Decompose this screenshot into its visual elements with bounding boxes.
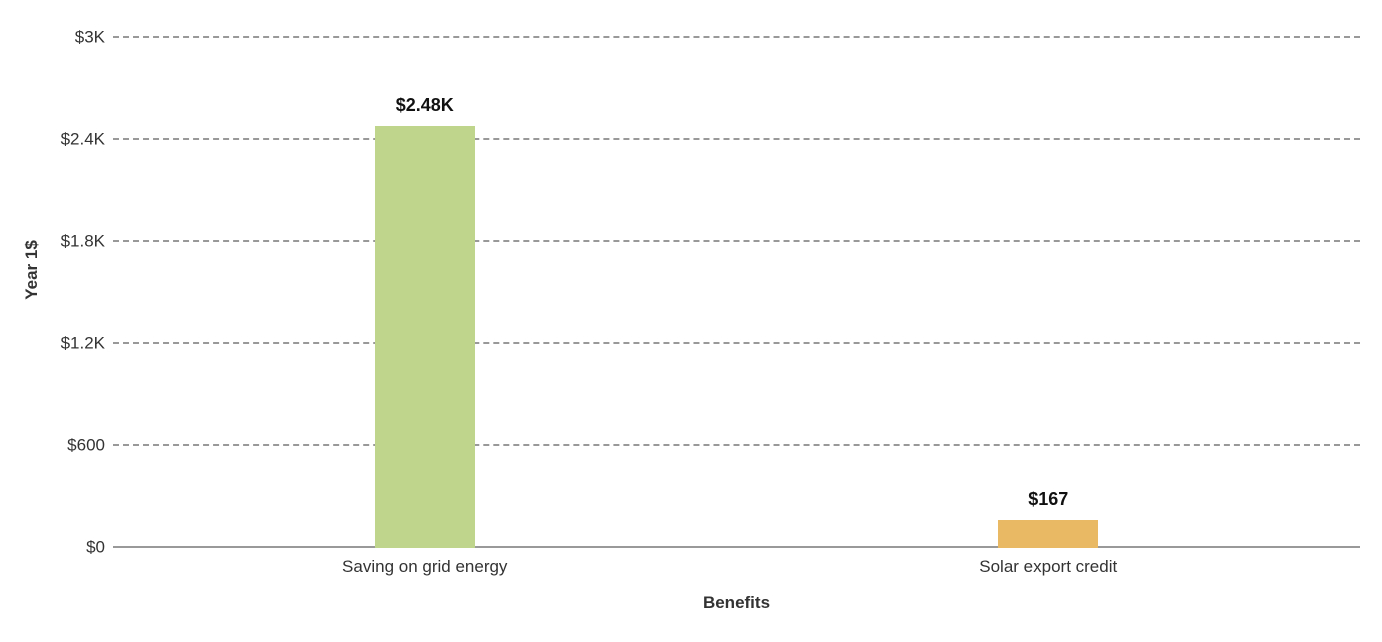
gridline: [113, 138, 1360, 140]
bar-saving-on-grid-energy: [374, 126, 475, 548]
y-tick-label-0: $0: [86, 537, 105, 557]
x-axis-title: Benefits: [702, 593, 771, 612]
x-axis-line: [113, 546, 1360, 548]
gridline: [113, 342, 1360, 344]
y-tick-label-2-4k: $2.4K: [60, 129, 105, 149]
bar-value-label-solar-export-credit: $167: [1028, 488, 1069, 509]
plot-area: $0 $600 $1.2K $1.8K $2.4K $3K $2.48K Saving on …: [61, 28, 1360, 576]
x-category-label-saving-on-grid-energy: Saving on grid energy: [342, 557, 508, 576]
y-tick-label-1-8k: $1.8K: [60, 231, 105, 251]
x-category-label-solar-export-credit: Solar export credit: [979, 557, 1118, 576]
y-axis-title: Year 1$: [22, 240, 41, 300]
gridline: [113, 444, 1360, 446]
bar-value-label-saving-on-grid-energy: $2.48K: [395, 95, 454, 116]
y-tick-label-600: $600: [67, 435, 105, 455]
y-tick-label-1-2k: $1.2K: [60, 333, 105, 353]
y-tick-label-3k: $3K: [74, 27, 105, 47]
gridline: [113, 36, 1360, 38]
gridline: [113, 240, 1360, 242]
bar-solar-export-credit: [998, 519, 1099, 548]
